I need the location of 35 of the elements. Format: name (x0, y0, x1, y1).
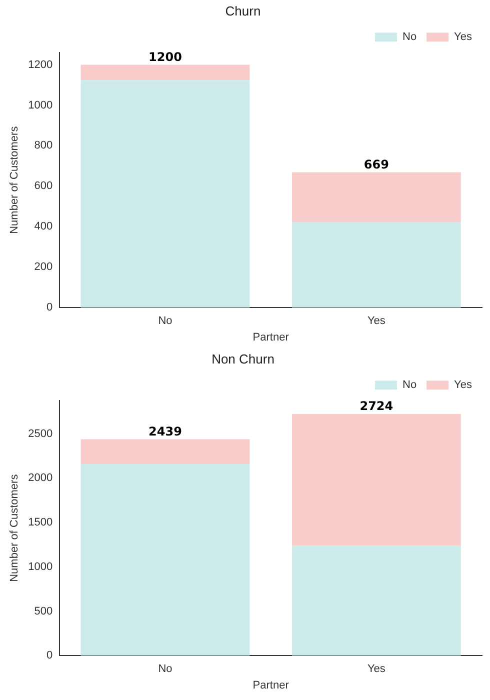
chart-title: Non Churn (212, 351, 274, 366)
y-tick-label: 2000 (28, 472, 53, 484)
legend-label: No (402, 31, 417, 44)
chart-title: Churn (225, 3, 261, 18)
total-label: 2439 (148, 424, 182, 438)
total-label: 669 (364, 157, 389, 172)
y-tick-label: 400 (34, 220, 53, 233)
legend-label: Yes (454, 31, 472, 44)
y-tick-label: 200 (34, 261, 53, 274)
y-tick-label: 2500 (28, 428, 53, 440)
y-tick-label: 500 (34, 605, 53, 618)
bar (80, 80, 250, 308)
bar (292, 546, 461, 656)
y-tick-label: 1000 (28, 99, 53, 112)
y-axis-title: Number of Customers (8, 126, 21, 234)
bar (80, 64, 250, 80)
y-tick-label: 1500 (28, 516, 53, 529)
y-tick-label: 600 (34, 180, 53, 192)
y-tick-label: 0 (46, 650, 53, 662)
y-tick-label: 1200 (28, 58, 53, 71)
legend-label: Yes (454, 379, 472, 392)
y-axis-title: Number of Customers (8, 474, 21, 582)
x-axis-title: Partner (252, 679, 290, 692)
y-tick-label: 0 (46, 302, 53, 314)
bar (80, 439, 250, 464)
y-tick-label: 800 (34, 140, 53, 152)
bar (80, 464, 250, 656)
legend-label: No (402, 379, 417, 392)
total-label: 1200 (148, 50, 182, 64)
total-label: 2724 (360, 399, 394, 414)
bar (292, 222, 461, 308)
bar (292, 414, 461, 546)
x-axis-title: Partner (252, 331, 290, 344)
bar (292, 172, 461, 222)
y-tick-label: 1000 (28, 560, 53, 573)
